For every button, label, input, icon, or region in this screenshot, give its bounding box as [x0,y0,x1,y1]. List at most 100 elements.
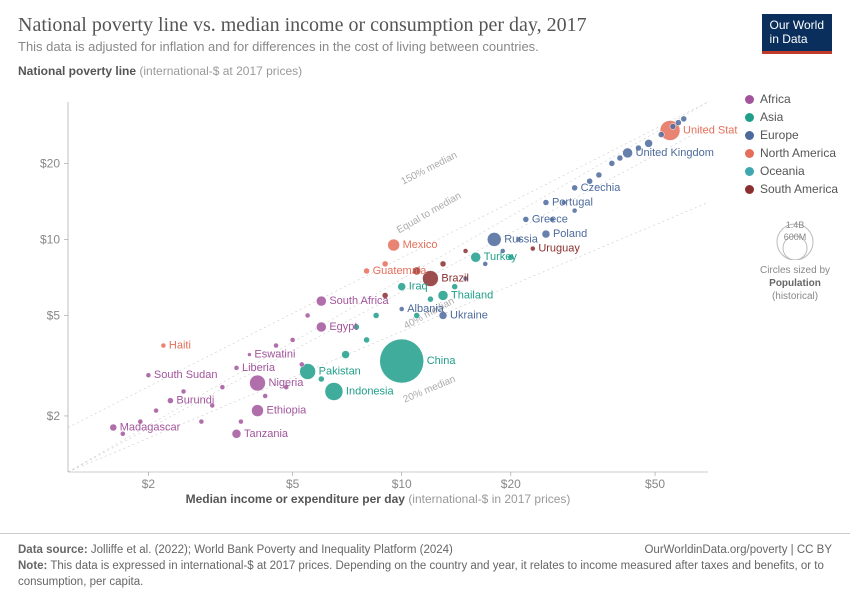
data-point[interactable] [572,208,577,213]
data-point[interactable] [380,339,424,383]
data-point[interactable] [543,200,549,206]
data-point[interactable] [238,419,243,424]
data-point[interactable] [234,365,239,370]
data-point[interactable] [146,373,151,378]
data-point[interactable] [263,393,268,398]
point-label: China [427,355,457,367]
data-point[interactable] [542,230,550,238]
data-point[interactable] [199,419,204,424]
data-point[interactable] [399,307,404,312]
size-legend: 1.4B 600M Circles sized byPopulation(his… [745,210,845,303]
data-point[interactable] [427,296,433,302]
data-point[interactable] [523,216,529,222]
legend: Africa Asia Europe North America Oceania Sout… [745,92,845,303]
point-label: Nigeria [269,377,305,389]
legend-item[interactable]: Africa [745,92,845,106]
svg-text:1.4B: 1.4B [786,220,805,230]
point-label: Greece [532,213,568,225]
data-point[interactable] [398,283,406,291]
data-point[interactable] [181,389,186,394]
data-point[interactable] [658,132,664,138]
data-point[interactable] [161,343,166,348]
point-label: Burundi [176,395,214,407]
point-label: Turkey [484,251,518,263]
data-point[interactable] [487,232,501,246]
data-point[interactable] [670,123,676,129]
svg-text:$10: $10 [392,477,412,491]
point-label: Egypt [329,321,357,333]
svg-text:$2: $2 [142,477,156,491]
point-label: Poland [553,228,587,240]
legend-label: Africa [760,92,791,106]
legend-item[interactable]: South America [745,182,845,196]
legend-label: Oceania [760,164,805,178]
scatter-chart[interactable]: $2$5$10$20$50$2$5$10$20150% medianEqual … [18,92,738,512]
data-point[interactable] [681,116,687,122]
data-point[interactable] [596,172,602,178]
data-point[interactable] [250,375,266,391]
legend-item[interactable]: Oceania [745,164,845,178]
point-label: Ukraine [450,309,488,321]
data-point[interactable] [364,268,370,274]
legend-label: South America [760,182,838,196]
legend-item[interactable]: North America [745,146,845,160]
data-point[interactable] [110,424,117,431]
point-label: Eswatini [254,349,295,361]
footer: Data source: Jolliffe et al. (2022); Wor… [0,533,850,600]
data-point[interactable] [388,239,400,251]
point-label: United States [683,124,738,136]
data-point[interactable] [572,185,578,191]
data-point[interactable] [325,382,343,400]
data-point[interactable] [154,408,159,413]
legend-swatch-icon [745,113,754,122]
data-point[interactable] [623,148,633,158]
data-point[interactable] [342,351,350,359]
legend-label: North America [760,146,836,160]
data-point[interactable] [463,248,468,253]
svg-text:$2: $2 [47,409,61,423]
legend-item[interactable]: Europe [745,128,845,142]
data-point[interactable] [609,160,615,166]
data-point[interactable] [316,296,326,306]
legend-label: Asia [760,110,783,124]
data-point[interactable] [290,337,295,342]
data-point[interactable] [274,343,279,348]
point-label: Ethiopia [267,405,308,417]
svg-text:$20: $20 [501,477,521,491]
data-point[interactable] [167,398,173,404]
data-point[interactable] [530,246,535,251]
chart-title: National poverty line vs. median income … [18,14,762,37]
legend-swatch-icon [745,149,754,158]
data-point[interactable] [675,120,681,126]
point-label: Tanzania [244,428,289,440]
data-point[interactable] [440,261,446,267]
data-point[interactable] [364,337,370,343]
data-point[interactable] [373,312,379,318]
point-label: Uruguay [538,243,580,255]
chart-subtitle: This data is adjusted for inflation and … [18,39,762,54]
data-point[interactable] [252,405,264,417]
data-point[interactable] [247,353,251,357]
data-point[interactable] [617,155,623,161]
svg-text:$20: $20 [40,156,60,170]
data-point[interactable] [299,362,304,367]
svg-text:150% median: 150% median [400,150,459,188]
owid-logo[interactable]: Our World in Data [762,14,832,54]
data-point[interactable] [220,385,225,390]
data-point[interactable] [471,252,481,262]
data-point[interactable] [232,429,241,438]
y-axis-label: National poverty line (international-$ a… [0,60,850,78]
point-label: South Africa [329,295,389,307]
point-label: Portugal [552,197,593,209]
legend-item[interactable]: Asia [745,110,845,124]
point-label: Albania [407,303,445,315]
point-label: Pakistan [319,365,361,377]
data-point[interactable] [316,322,326,332]
chart-area: $2$5$10$20$50$2$5$10$20150% medianEqual … [18,92,832,512]
svg-text:$5: $5 [47,308,61,322]
point-label: Indonesia [346,385,395,397]
data-point[interactable] [305,313,310,318]
data-point[interactable] [438,290,448,300]
x-axis-label: Median income or expenditure per day (in… [18,492,738,506]
point-label: Mexico [403,239,438,251]
